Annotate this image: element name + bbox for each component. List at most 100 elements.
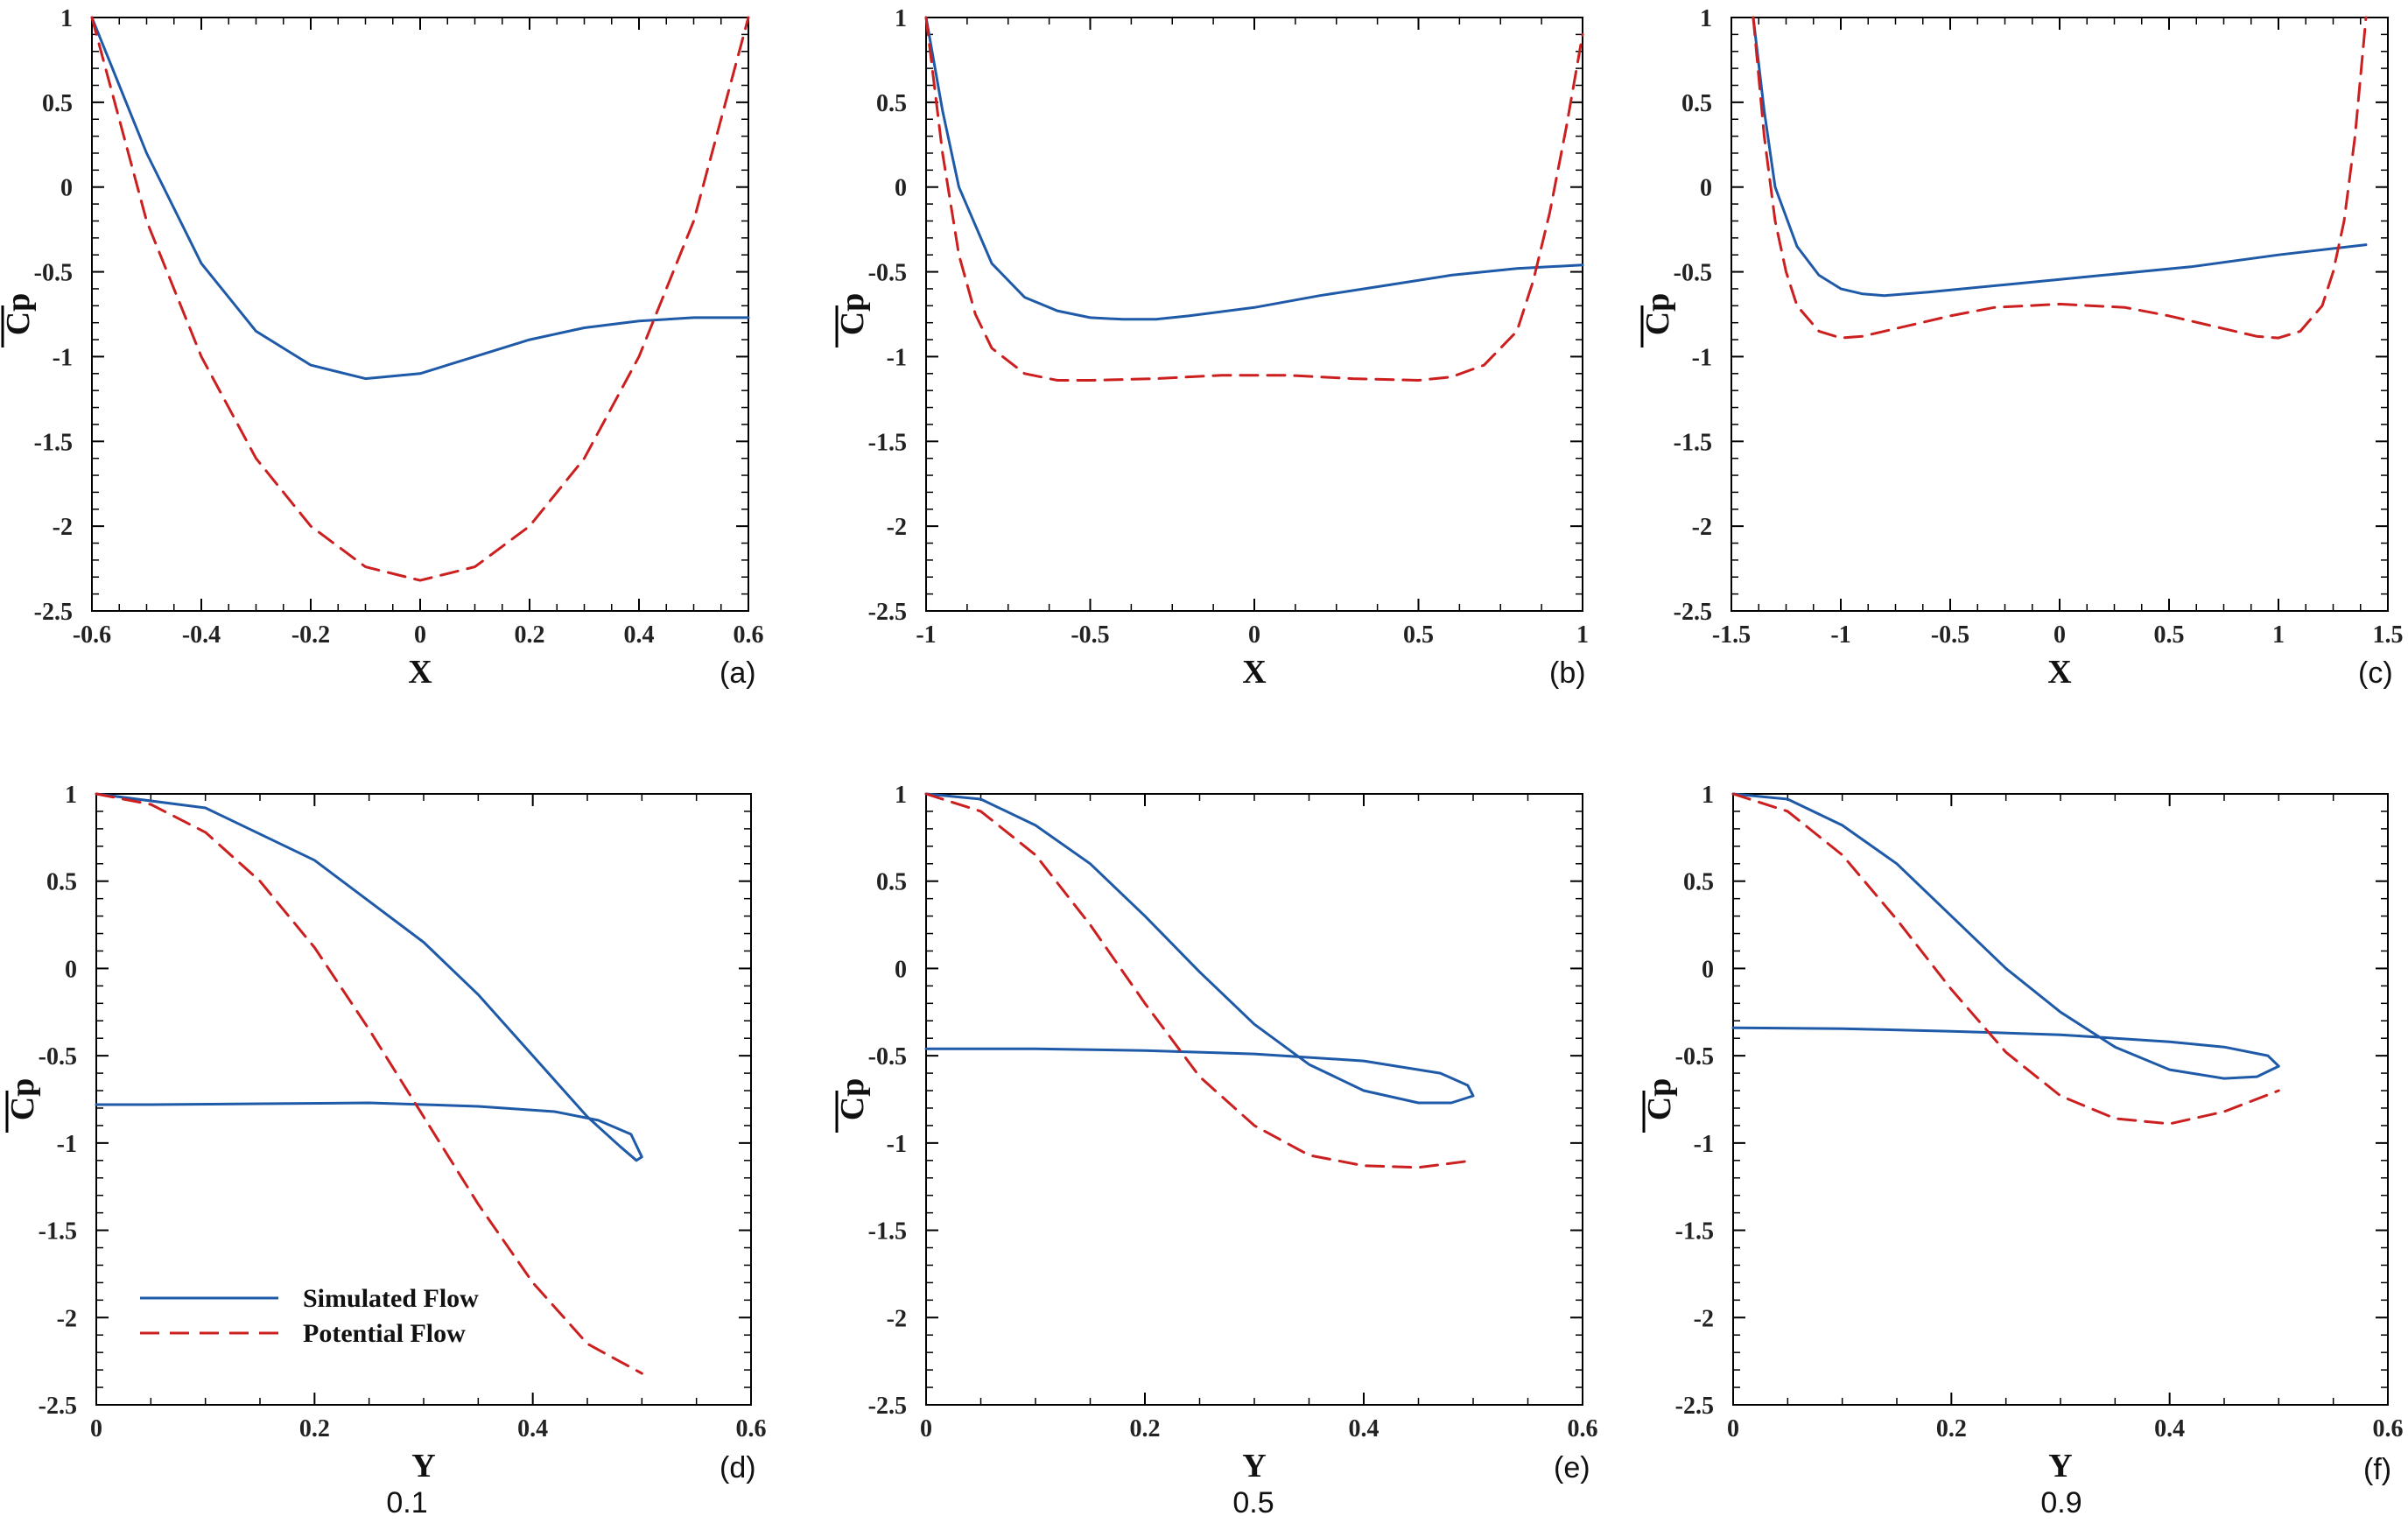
caption-2: 0.5: [1232, 1486, 1274, 1519]
y-tick-label: -1.5: [868, 429, 907, 456]
plot-frame: [91, 17, 749, 612]
plot-frame: [925, 793, 1583, 1406]
x-axis-label: Y: [1242, 1448, 1266, 1484]
series-potential-flow-line: [924, 792, 1475, 1169]
x-tick-label: 1.5: [2373, 621, 2404, 649]
panel-f-tag: (f): [2363, 1453, 2391, 1486]
x-tick-label: 1: [2272, 621, 2285, 649]
y-tick-label: -1: [53, 344, 73, 371]
x-tick-label: -1: [916, 621, 936, 649]
panel-d: (d) 0 0.2 0.4 0.6 1 0.5 0 -0.5 -1 -1.5 -2 -2.5 Y Cp: [4, 782, 767, 1484]
plot-frame: [1732, 793, 2389, 1406]
series-potential-flow-line: [90, 16, 750, 582]
y-tick-label: -1: [887, 1131, 907, 1158]
panel-a-tag: (a): [720, 656, 756, 690]
x-tick-label: -0.4: [182, 621, 221, 649]
caption-3: 0.9: [2040, 1486, 2082, 1519]
x-tick-label: 0.6: [1568, 1415, 1598, 1442]
plot-frame: [1731, 17, 2389, 612]
x-tick-label: 0: [1248, 621, 1260, 649]
x-tick-label: -0.6: [73, 621, 111, 649]
panel-f: (f) 0 0.2 0.4 0.6 1 0.5 0 -0.5 -1 -1.5 -2 -2.5 Y Cp: [1641, 782, 2404, 1486]
y-tick-label: -2.5: [39, 1393, 77, 1420]
series-potential-flow-line: [1731, 792, 2280, 1126]
y-tick-label: -1: [57, 1131, 77, 1158]
x-tick-label: 0.2: [1130, 1415, 1161, 1442]
legend-potential-label: Potential Flow: [303, 1319, 466, 1348]
y-axis-label: Cp: [4, 1078, 41, 1121]
y-tick-label: 0.5: [1681, 90, 1712, 117]
y-tick-label: 0.5: [46, 869, 77, 896]
y-tick-label: 0: [1702, 956, 1714, 983]
y-tick-label: -2: [887, 1305, 907, 1332]
x-tick-label: 0.4: [2154, 1415, 2185, 1442]
y-axis-label: Cp: [1639, 293, 1676, 336]
y-tick-label: -2.5: [1675, 1393, 1714, 1420]
y-tick-label: -2: [887, 514, 907, 541]
x-axis-label: X: [1242, 654, 1266, 691]
y-axis-label: Cp: [834, 293, 871, 336]
x-tick-label: 0.5: [2154, 621, 2185, 649]
x-tick-label: 0.4: [624, 621, 655, 649]
y-tick-label: -2.5: [34, 599, 73, 626]
y-axis-label: Cp: [0, 293, 37, 336]
x-tick-label: -1: [1830, 621, 1850, 649]
y-tick-label: 1: [65, 782, 77, 809]
panel-c: (c) -1.5 -1 -0.5 0 0.5 1 1.5 1 0.5 0 -0.5 -1 -1.5 -2 -…: [1639, 5, 2404, 691]
y-axis-label: Cp: [834, 1078, 871, 1121]
panel-b-tag: (b): [1549, 656, 1586, 690]
x-tick-label: 0: [2053, 621, 2066, 649]
y-tick-label: -0.5: [1674, 260, 1712, 287]
series-simulated-flow-line: [924, 792, 1475, 1105]
x-tick-label: 0.5: [1403, 621, 1434, 649]
y-tick-label: -2: [1694, 1305, 1714, 1332]
series-simulated-flow-line: [90, 16, 750, 381]
x-axis-label: X: [408, 654, 432, 691]
y-tick-label: -1.5: [1675, 1218, 1714, 1246]
series-potential-flow-line: [924, 16, 1584, 382]
y-tick-label: -1: [1694, 1131, 1714, 1158]
y-tick-label: -0.5: [39, 1043, 77, 1070]
panel-c-tag: (c): [2358, 656, 2393, 690]
y-tick-label: -2.5: [868, 1393, 907, 1420]
y-tick-label: 0: [65, 956, 77, 983]
x-tick-label: 0.4: [517, 1415, 548, 1442]
x-tick-label: -0.2: [291, 621, 330, 649]
x-tick-label: 0: [414, 621, 426, 649]
y-tick-label: -0.5: [868, 1043, 907, 1070]
panel-d-tag: (d): [720, 1451, 756, 1484]
x-tick-label: 0.6: [734, 621, 764, 649]
y-tick-label: 1: [60, 5, 73, 32]
y-tick-label: -0.5: [1675, 1043, 1714, 1070]
y-tick-label: -1.5: [39, 1218, 77, 1246]
series-potential-flow-line: [95, 792, 643, 1375]
x-tick-label: 0: [90, 1415, 102, 1442]
y-tick-label: 0: [895, 175, 907, 202]
y-tick-label: -2.5: [868, 599, 907, 626]
caption-1: 0.1: [386, 1486, 427, 1519]
y-tick-label: -0.5: [34, 260, 73, 287]
y-tick-label: -1: [887, 344, 907, 371]
series-simulated-flow-line: [924, 16, 1584, 321]
y-tick-label: -1.5: [868, 1218, 907, 1246]
x-tick-label: 0: [920, 1415, 932, 1442]
x-tick-label: 0.2: [1936, 1415, 1967, 1442]
y-tick-label: 0.5: [876, 869, 907, 896]
y-tick-label: -2: [1692, 514, 1712, 541]
x-tick-label: 0.6: [736, 1415, 767, 1442]
y-tick-label: 1: [895, 5, 907, 32]
y-tick-label: 1: [1700, 5, 1712, 32]
y-tick-label: -1: [1692, 344, 1712, 371]
x-tick-label: -0.5: [1931, 621, 1969, 649]
series-simulated-flow-line: [1731, 792, 2280, 1080]
plot-frame: [925, 17, 1583, 612]
x-axis-label: Y: [2048, 1448, 2072, 1484]
legend-simulated-label: Simulated Flow: [303, 1284, 479, 1313]
y-tick-label: 1: [895, 782, 907, 809]
y-tick-label: 0: [60, 175, 73, 202]
y-tick-label: -1.5: [1674, 429, 1712, 456]
x-tick-label: -0.5: [1071, 621, 1109, 649]
series-potential-flow-line: [1752, 16, 2368, 340]
panel-b: (b) -1 -0.5 0 0.5 1 1 0.5 0 -0.5 -1 -1.5 -2 -2.5 X Cp: [834, 5, 1589, 691]
